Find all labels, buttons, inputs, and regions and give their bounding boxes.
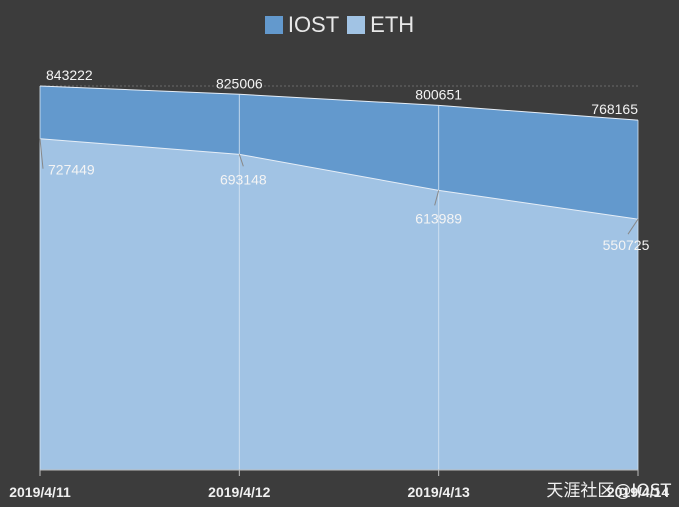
legend-swatch-eth bbox=[347, 16, 366, 34]
data-label-iost: 768165 bbox=[591, 101, 638, 117]
chart-legend: IOST ETH bbox=[0, 12, 679, 38]
data-label-leader bbox=[39, 138, 44, 169]
line-eth bbox=[39, 138, 639, 220]
data-label-eth: 550725 bbox=[603, 237, 650, 253]
data-label-eth: 693148 bbox=[220, 171, 267, 187]
data-label-leader bbox=[627, 218, 639, 235]
legend-label-iost: IOST bbox=[287, 12, 340, 37]
data-label-leader bbox=[434, 190, 440, 206]
legend-label-eth: ETH bbox=[370, 12, 415, 37]
data-label-leader bbox=[238, 154, 244, 167]
watermark: 天涯社区@IOST bbox=[546, 481, 671, 501]
legend-swatch-iost bbox=[264, 16, 283, 34]
data-label-iost: 843222 bbox=[46, 67, 93, 83]
data-label-eth: 613989 bbox=[415, 210, 462, 226]
line-iost bbox=[39, 85, 639, 121]
data-label-iost: 825006 bbox=[216, 75, 263, 91]
legend-item-eth[interactable]: ETH bbox=[347, 12, 414, 38]
area-eth[interactable] bbox=[40, 138, 638, 470]
x-tick-label: 2019/4/13 bbox=[408, 484, 470, 500]
data-label-iost: 800651 bbox=[415, 86, 462, 102]
data-label-eth: 727449 bbox=[48, 162, 95, 178]
legend-item-iost[interactable]: IOST bbox=[264, 12, 340, 38]
x-tick-label: 2019/4/12 bbox=[208, 484, 270, 500]
x-tick-label: 2019/4/11 bbox=[9, 484, 71, 500]
x-tick-label: 2019/4/14 bbox=[607, 484, 669, 500]
